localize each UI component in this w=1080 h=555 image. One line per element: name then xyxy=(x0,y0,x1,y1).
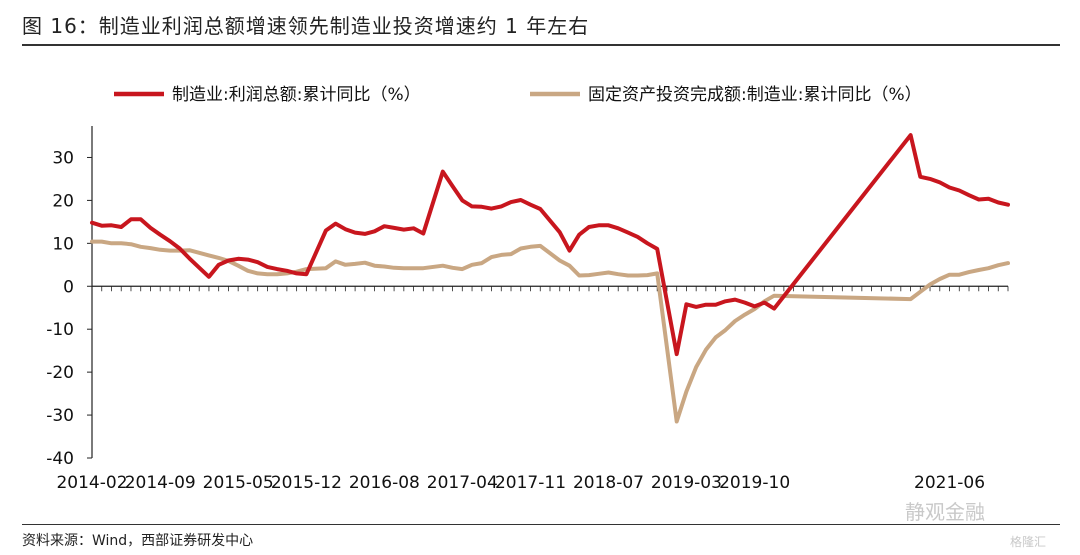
x-tick-label: 2018-07 xyxy=(573,473,644,493)
series-line-profit xyxy=(90,133,1010,357)
y-tick-label: 0 xyxy=(63,277,74,297)
x-tick-label: 2016-08 xyxy=(349,473,420,493)
watermark-logo: 静观金融 xyxy=(905,500,985,524)
y-tick-label: 10 xyxy=(52,234,74,254)
watermark-sub-logo: 格隆汇 xyxy=(1010,535,1047,549)
y-tick-label: 20 xyxy=(52,191,74,211)
figure-title: 图 16：制造业利润总额增速领先制造业投资增速约 1 年左右 xyxy=(22,14,590,38)
x-tick-label: 2021-06 xyxy=(914,473,985,493)
legend-label-investment: 固定资产投资完成额:制造业:累计同比（%） xyxy=(588,85,922,105)
x-tick-label: 2017-04 xyxy=(427,473,498,493)
x-tick-label: 2014-02 xyxy=(56,473,127,493)
series-layer xyxy=(90,133,1010,424)
x-tick-label: 2015-12 xyxy=(271,473,342,493)
x-tick-label: 2017-11 xyxy=(495,473,566,493)
x-tick-label: 2014-09 xyxy=(125,473,196,493)
x-tick-label: 2015-05 xyxy=(203,473,274,493)
y-tick-label: 30 xyxy=(52,148,74,168)
y-tick-label: -10 xyxy=(46,320,74,340)
series-line-investment xyxy=(90,239,1010,424)
chart-legend: 制造业:利润总额:累计同比（%） 固定资产投资完成额:制造业:累计同比（%） xyxy=(114,85,922,105)
x-tick-label: 2019-03 xyxy=(651,473,722,493)
source-note: 资料来源：Wind，西部证券研发中心 xyxy=(22,533,254,549)
legend-label-profit: 制造业:利润总额:累计同比（%） xyxy=(172,85,421,105)
y-tick-label: -30 xyxy=(46,406,74,426)
y-axis: -40 -30 -20 -10 0 10 20 30 xyxy=(46,126,93,469)
x-tick-label: 2019-10 xyxy=(719,473,790,493)
title-divider xyxy=(22,44,1060,46)
y-tick-label: -20 xyxy=(46,363,74,383)
y-tick-label: -40 xyxy=(46,449,74,469)
footer-divider xyxy=(22,524,1060,525)
